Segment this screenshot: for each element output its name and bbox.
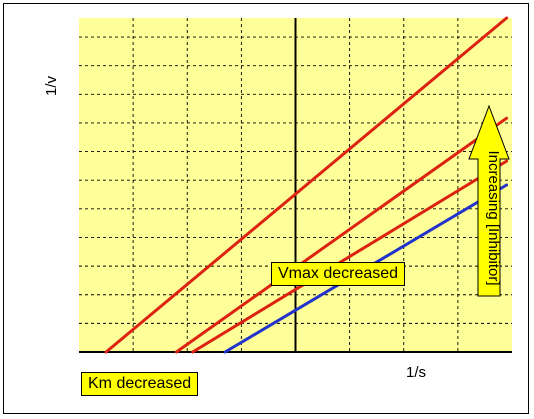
vmax-decreased-label: Vmax decreased [271,262,406,286]
inhibitor-arrow-label: Increasing [Inhibitor] [485,150,502,285]
km-decreased-label: Km decreased [81,372,199,396]
inhibitor-arrow-text: Increasing [Inhibitor] [485,150,502,285]
inhibitor-arrow [468,104,510,297]
series-line-3 [191,159,509,354]
axes [79,18,512,353]
x-axis-label: 1/s [406,364,426,381]
series-line-1 [104,16,509,354]
lineweaver-burk-chart: 1/v 1/s [43,16,512,381]
y-axis-label: 1/v [43,75,60,96]
chart-frame: 1/v 1/s Vmax decreased Km decreased Incr… [3,3,529,414]
series-line-2 [174,116,509,354]
